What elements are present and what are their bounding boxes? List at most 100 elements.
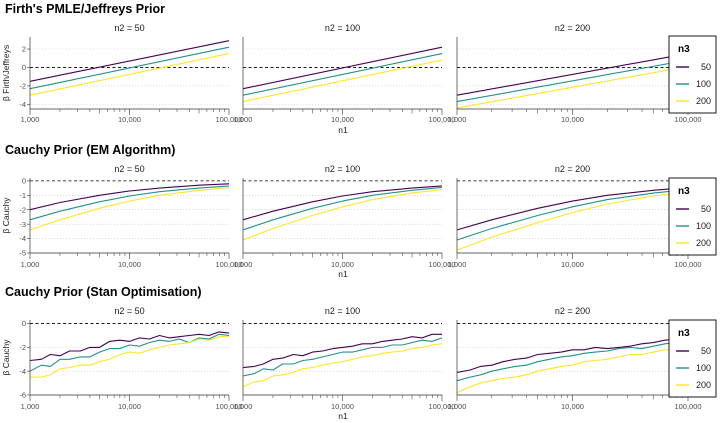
y-tick-label: -6: [19, 391, 26, 400]
panel-1: n2 = 50 1,000 10,000 100,000: [21, 23, 243, 124]
panel-2: n2 = 100 1,000 10,000 100,000: [234, 306, 456, 411]
x-tick-label: 1,000: [234, 260, 253, 269]
x-tick-label: 1,000: [448, 260, 467, 269]
x-tick-label: 10,000: [118, 115, 141, 124]
y-tick-label: -1: [19, 191, 26, 200]
y-tick-label: -4: [19, 100, 26, 109]
y-axis-label: β Cauchy: [1, 197, 11, 234]
series-line-50: [456, 53, 689, 96]
x-tick-label: 1,000: [21, 402, 40, 411]
series-line-100: [29, 185, 230, 221]
legend: n3 50 100 200: [668, 319, 717, 398]
legend-label: 100: [696, 79, 711, 89]
series-line-200: [456, 191, 689, 251]
x-tick-label: 100,000: [215, 115, 242, 124]
chart-row-1: Firth's PMLE/Jeffreys Prior β Firth/Jeffr…: [1, 2, 717, 135]
panel-1: n2 = 50 1,000 10,000 100,000: [21, 306, 243, 411]
x-tick-label: 1,000: [234, 402, 253, 411]
legend-label: 200: [696, 238, 711, 248]
x-tick-label: 10,000: [561, 402, 584, 411]
series-line-50: [456, 334, 689, 373]
strip-label: n2 = 200: [555, 164, 590, 174]
row-title: Firth's PMLE/Jeffreys Prior: [5, 2, 165, 16]
y-tick-label: 0: [22, 176, 26, 185]
legend-label: 200: [696, 96, 711, 106]
legend-label: 50: [701, 346, 711, 356]
legend-label: 100: [696, 363, 711, 373]
y-tick-label: -4: [19, 367, 26, 376]
x-tick-label: 1,000: [21, 260, 40, 269]
row-title: Cauchy Prior (EM Algorithm): [5, 143, 175, 157]
strip-label: n2 = 200: [555, 23, 590, 33]
legend-box: [668, 319, 717, 398]
strip-label: n2 = 50: [114, 164, 144, 174]
panel-1: n2 = 50 1,000 10,000 100,000: [21, 164, 243, 269]
strip-label: n2 = 50: [114, 23, 144, 33]
panel-3: n2 = 200 1,000 10,000 100,000: [448, 164, 702, 269]
legend-label: 100: [696, 221, 711, 231]
x-tick-label: 100,000: [674, 402, 701, 411]
y-tick-label: -5: [19, 249, 26, 258]
legend-label: 200: [696, 380, 711, 390]
y-axis-label: β Firth/Jeffreys: [1, 45, 11, 101]
chart-row-3: Cauchy Prior (Stan Optimisation) β Cauchy…: [1, 285, 717, 421]
x-tick-label: 1,000: [234, 115, 253, 124]
strip-label: n2 = 50: [114, 306, 144, 316]
legend-title: n3: [678, 186, 690, 197]
legend: n3 50 100 200: [668, 177, 717, 256]
panel-3: n2 = 200 1,000 10,000 100,000: [448, 306, 702, 411]
y-tick-label: 0: [22, 63, 26, 72]
strip-label: n2 = 100: [325, 164, 360, 174]
y-tick-label: -3: [19, 220, 26, 229]
series-line-100: [242, 337, 443, 377]
series-line-100: [29, 46, 230, 90]
legend-label: 50: [701, 204, 711, 214]
x-tick-label: 10,000: [331, 260, 354, 269]
series-line-50: [456, 186, 689, 231]
series-line-200: [242, 59, 443, 103]
panel-2: n2 = 100 1,000 10,000 100,000: [234, 23, 456, 124]
series-line-200: [242, 188, 443, 241]
x-tick-label: 10,000: [118, 260, 141, 269]
x-tick-label: 100,000: [428, 260, 455, 269]
series-line-50: [29, 183, 230, 211]
x-tick-label: 100,000: [674, 115, 701, 124]
legend-label: 50: [701, 62, 711, 72]
strip-label: n2 = 100: [325, 23, 360, 33]
series-line-50: [242, 46, 443, 90]
series-line-200: [242, 343, 443, 388]
legend: n3 50 100 200: [668, 35, 717, 114]
series-line-100: [456, 59, 689, 103]
series-line-50: [29, 40, 230, 82]
y-tick-label: -4: [19, 234, 26, 243]
x-axis-label: n1: [338, 125, 348, 135]
strip-label: n2 = 100: [325, 306, 360, 316]
x-tick-label: 10,000: [118, 402, 141, 411]
strip-label: n2 = 200: [555, 306, 590, 316]
x-axis-label: n1: [338, 411, 348, 421]
legend-title: n3: [678, 328, 690, 339]
x-axis-label: n1: [338, 269, 348, 279]
x-tick-label: 100,000: [674, 260, 701, 269]
series-line-50: [242, 333, 442, 369]
series-line-200: [29, 186, 230, 231]
x-tick-label: 1,000: [448, 115, 467, 124]
y-tick-label: 2: [22, 45, 26, 54]
panel-2: n2 = 100 1,000 10,000 100,000: [234, 164, 456, 269]
series-line-200: [30, 336, 229, 378]
x-tick-label: 10,000: [561, 115, 584, 124]
series-line-200: [456, 346, 689, 394]
series-line-100: [242, 53, 443, 96]
x-tick-label: 10,000: [331, 402, 354, 411]
legend-title: n3: [678, 44, 690, 55]
x-tick-label: 100,000: [215, 260, 242, 269]
legend-box: [668, 35, 717, 114]
x-tick-label: 100,000: [215, 402, 242, 411]
series-line-100: [456, 188, 689, 241]
y-tick-label: 0: [22, 319, 26, 328]
x-tick-label: 1,000: [448, 402, 467, 411]
y-tick-label: -2: [19, 82, 26, 91]
series-line-100: [456, 340, 689, 382]
legend-box: [668, 177, 717, 256]
row-title: Cauchy Prior (Stan Optimisation): [5, 285, 202, 299]
